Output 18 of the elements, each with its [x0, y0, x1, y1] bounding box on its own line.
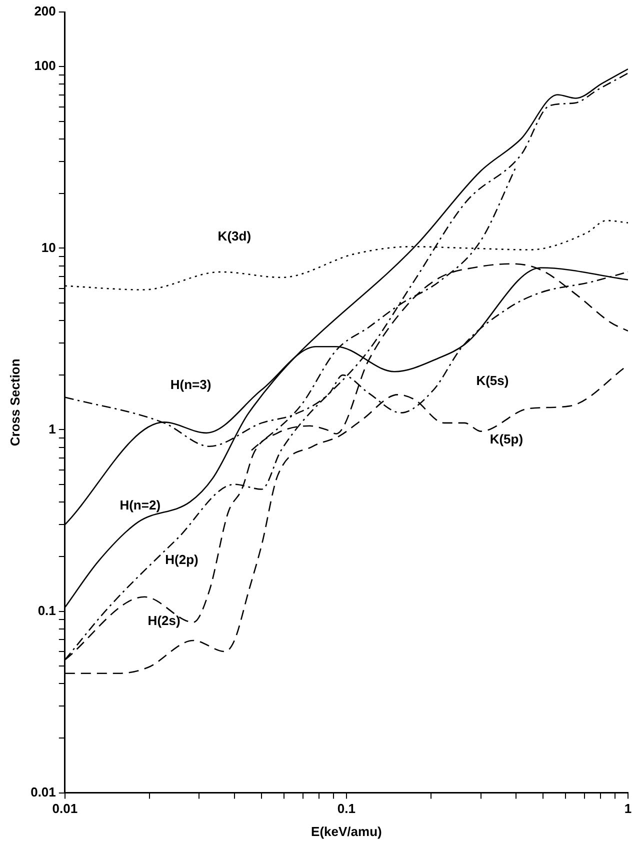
- series-label: K(5p): [490, 431, 524, 446]
- x-tick-label: 1: [624, 801, 632, 816]
- y-axis-title: Cross Section: [7, 358, 22, 446]
- text: K(3d): [218, 228, 252, 244]
- text: K(5s): [476, 372, 509, 388]
- series-label: H(2p): [165, 552, 198, 568]
- x-tick-label: 0.1: [337, 801, 356, 816]
- y-tick-label: 200: [34, 4, 56, 19]
- series-label: H(n=2): [120, 498, 161, 513]
- y-tick-label: 1: [48, 421, 56, 436]
- y-tick-label: 0.1: [38, 602, 56, 618]
- y-tick-label: 100: [34, 58, 56, 74]
- x-tick-label: 0.01: [52, 801, 78, 816]
- text: H(n=3): [170, 377, 212, 392]
- series-label: H(2s): [148, 612, 180, 628]
- y-tick-label: 0.01: [30, 784, 56, 800]
- y-tick-label: 10: [41, 240, 56, 255]
- x-axis-title: E(keV/amu): [311, 824, 382, 839]
